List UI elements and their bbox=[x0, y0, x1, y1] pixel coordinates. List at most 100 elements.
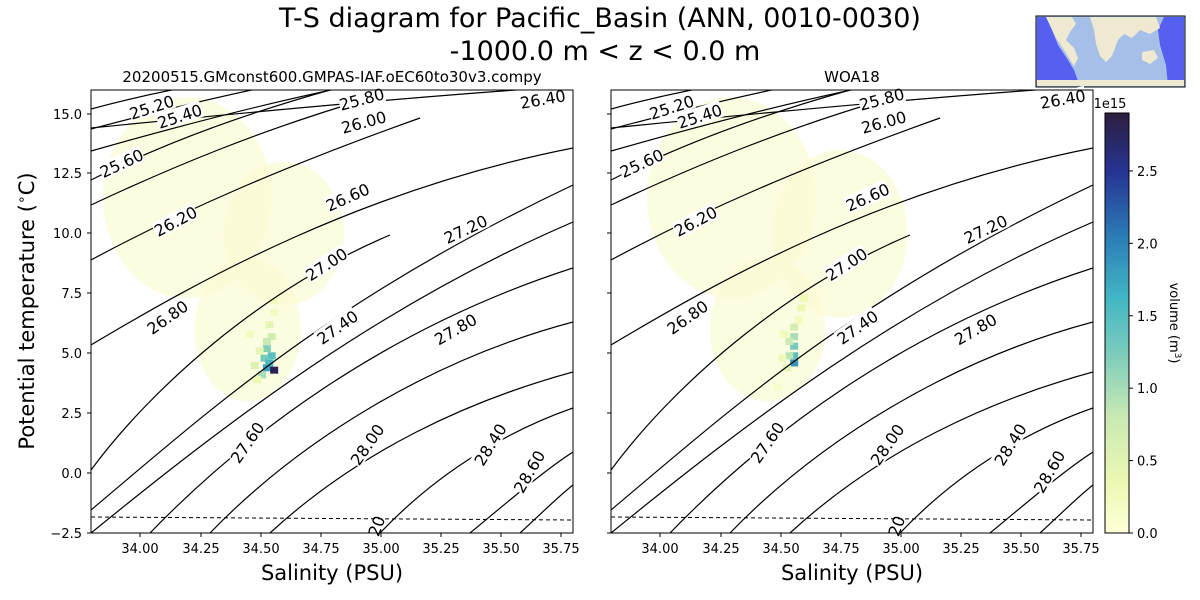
volume-cells-model bbox=[246, 297, 279, 384]
volume-cell bbox=[246, 330, 255, 338]
x-tick-label: 35.75 bbox=[542, 542, 579, 557]
volume-cell bbox=[267, 333, 276, 341]
volume-cell bbox=[265, 321, 274, 329]
y-ticks-model: −2.5 0.0 2.5 5.0 7.5 10.0 12.5 15.0 bbox=[50, 108, 91, 542]
contour-label: 27.60 bbox=[227, 419, 269, 467]
contour-label-bg bbox=[647, 91, 697, 122]
contour-label: 26.60 bbox=[323, 180, 373, 216]
contour-label-bg bbox=[746, 418, 787, 466]
volume-cell bbox=[250, 361, 259, 369]
contour-label: 28.00 bbox=[867, 421, 909, 469]
density-contour-27-20 bbox=[611, 221, 1093, 533]
contour-label: 28.00 bbox=[347, 421, 389, 469]
volume-cell bbox=[270, 366, 279, 374]
x-tick-label: 34.00 bbox=[641, 542, 678, 557]
contour-label-bg bbox=[675, 100, 725, 131]
density-contour-27-40 bbox=[149, 267, 573, 533]
axes-frame-model bbox=[90, 89, 574, 534]
density-contour-25-40 bbox=[611, 90, 775, 130]
x-tick-label: 34.75 bbox=[302, 542, 339, 557]
density-contour-26-00 bbox=[611, 97, 891, 206]
colorbar-tick-label: 2.5 bbox=[1137, 165, 1158, 180]
inset-map-americas-land bbox=[1046, 17, 1078, 66]
x-tick-label: 35.25 bbox=[422, 542, 459, 557]
volume-cells-woa18 bbox=[773, 294, 808, 391]
contour-label: 27.20 bbox=[961, 211, 1011, 248]
volume-cell bbox=[265, 359, 274, 367]
contour-label: 26.80 bbox=[144, 297, 192, 339]
volume-cell bbox=[790, 323, 799, 331]
contour-label-bg bbox=[663, 296, 711, 337]
x-tick-label: 34.50 bbox=[242, 542, 279, 557]
y-tick-label: 5.0 bbox=[61, 347, 82, 362]
density-contour-26-20 bbox=[91, 117, 421, 261]
colorbar-tick-label: 0.5 bbox=[1137, 455, 1158, 470]
freezing-label-model: 20 bbox=[364, 513, 389, 539]
volume-cell bbox=[253, 376, 262, 384]
volume-cell bbox=[799, 294, 808, 302]
inset-map-africa-eurasia-land bbox=[1090, 17, 1160, 62]
volume-cell bbox=[258, 371, 267, 379]
contour-label: 27.80 bbox=[431, 310, 480, 349]
contour-label-bg bbox=[842, 179, 892, 214]
freezing-label-woa18: 20 bbox=[884, 513, 909, 539]
contour-label-bg bbox=[226, 418, 267, 466]
contour-label-bg bbox=[440, 211, 490, 247]
contour-label-bg bbox=[150, 202, 200, 239]
colorbar-gradient bbox=[1104, 112, 1130, 534]
colorbar-tick-label: 1.5 bbox=[1137, 310, 1158, 325]
colorbar-ticks: 0.0 0.5 1.0 1.5 2.0 2.5 bbox=[1129, 165, 1158, 542]
density-contour-25-40 bbox=[91, 90, 255, 130]
contour-label-bg bbox=[143, 296, 191, 337]
contour-label-bg bbox=[1038, 86, 1087, 111]
volume-cell bbox=[794, 316, 803, 324]
volume-cell bbox=[780, 330, 789, 338]
x-tick-label: 35.75 bbox=[1062, 542, 1099, 557]
volume-cell bbox=[790, 342, 799, 350]
volume-haze-woa18 bbox=[647, 97, 908, 402]
density-contour-26-60 bbox=[611, 147, 1093, 346]
contour-label: 28.60 bbox=[510, 447, 549, 496]
freezing-line-woa18 bbox=[611, 516, 1093, 521]
density-contour-25-20 bbox=[611, 90, 695, 110]
volume-cell bbox=[262, 364, 271, 372]
figure-title-line2: -1000.0 m < z < 0.0 m bbox=[450, 36, 761, 67]
volume-cell bbox=[782, 364, 791, 372]
contour-label-bg bbox=[509, 447, 548, 496]
inset-map-antarctica-land bbox=[1037, 80, 1184, 86]
colorbar-label: volume (m3) bbox=[1166, 283, 1182, 364]
x-tick-label: 35.50 bbox=[1002, 542, 1039, 557]
contour-label-bg bbox=[313, 306, 361, 347]
volume-cell bbox=[262, 337, 271, 345]
axes-frame-woa18 bbox=[610, 89, 1094, 534]
y-ticks-woa18 bbox=[607, 113, 611, 534]
y-tick-label: 15.0 bbox=[53, 108, 82, 123]
contour-label-bg bbox=[990, 420, 1030, 469]
volume-haze-region bbox=[223, 161, 345, 306]
density-contour-27-80 bbox=[269, 371, 573, 533]
freezing-line-model bbox=[91, 516, 573, 521]
contour-label-bg bbox=[616, 145, 666, 181]
contour-label: 27.60 bbox=[747, 419, 789, 467]
volume-cell bbox=[255, 347, 264, 355]
volume-cell bbox=[262, 345, 271, 353]
panel-title-model: 20200515.GMconst600.GMPAS-IAF.oEC60to30v… bbox=[122, 68, 541, 86]
density-contour-27-60 bbox=[209, 321, 573, 533]
x-tick-label: 35.00 bbox=[362, 542, 399, 557]
density-contour-25-80 bbox=[611, 90, 854, 152]
contour-label: 28.60 bbox=[1030, 447, 1069, 496]
density-contour-28-00 bbox=[379, 407, 573, 533]
density-contour-28-60 bbox=[519, 484, 573, 533]
y-tick-label: 0.0 bbox=[61, 467, 82, 482]
density-contour-27-40 bbox=[669, 267, 1093, 533]
volume-cell bbox=[790, 359, 799, 367]
contour-label: 28.40 bbox=[470, 420, 510, 469]
contour-label-bg bbox=[960, 211, 1010, 247]
panel-model: 20200515.GMconst600.GMPAS-IAF.oEC60to30v… bbox=[14, 68, 580, 585]
volume-cell bbox=[790, 352, 799, 360]
contour-label-bg bbox=[670, 202, 720, 239]
y-tick-label: 7.5 bbox=[61, 287, 82, 302]
colorbar-tick-label: 0.0 bbox=[1137, 527, 1158, 542]
contour-label-bg bbox=[833, 306, 881, 347]
x-axis-label-model: Salinity (PSU) bbox=[261, 561, 403, 585]
